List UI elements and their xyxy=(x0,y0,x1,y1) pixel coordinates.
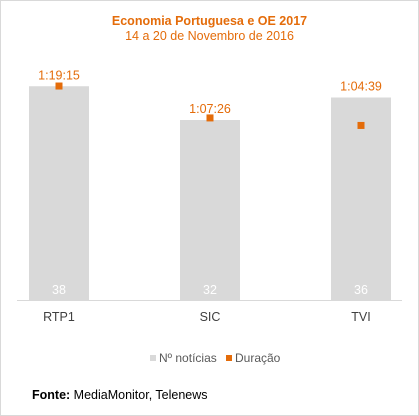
duration-label-rtp1: 1:19:15 xyxy=(38,68,80,82)
chart-title: Economia Portuguesa e OE 2017 xyxy=(111,14,308,28)
chart-subtitle: 14 a 20 de Novembro de 2016 xyxy=(125,29,294,43)
legend-label-noticias: Nº notícias xyxy=(159,351,217,365)
legend-label-duracao: Duração xyxy=(235,351,281,365)
category-label-sic: SIC xyxy=(200,310,221,324)
legend-swatch-duracao xyxy=(226,355,232,361)
duration-marker-rtp1 xyxy=(55,82,63,90)
duration-label-tvi: 1:04:39 xyxy=(340,80,382,94)
bar-sic xyxy=(180,120,240,300)
duration-marker-tvi xyxy=(357,121,365,129)
legend-swatch-noticias xyxy=(150,355,156,361)
source-label: Fonte: xyxy=(32,388,71,402)
category-label-rtp1: RTP1 xyxy=(43,310,75,324)
bar-value-label-tvi: 36 xyxy=(354,283,368,297)
bar-tvi xyxy=(331,97,391,300)
bar-value-label-rtp1: 38 xyxy=(52,283,66,297)
source-note: Fonte: MediaMonitor, Telenews xyxy=(32,388,208,402)
bar-value-label-sic: 32 xyxy=(203,283,217,297)
bar-rtp1 xyxy=(29,86,89,300)
duration-marker-sic xyxy=(206,114,214,122)
source-text: MediaMonitor, Telenews xyxy=(73,388,208,402)
duration-label-sic: 1:07:26 xyxy=(189,102,231,116)
category-label-tvi: TVI xyxy=(351,310,370,324)
